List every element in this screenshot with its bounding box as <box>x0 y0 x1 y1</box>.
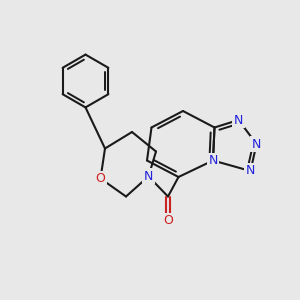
Text: N: N <box>246 164 255 178</box>
Text: O: O <box>163 214 173 227</box>
Text: N: N <box>234 113 243 127</box>
Text: N: N <box>144 170 153 183</box>
Text: N: N <box>252 137 261 151</box>
Text: N: N <box>208 154 218 167</box>
Text: O: O <box>96 172 105 185</box>
